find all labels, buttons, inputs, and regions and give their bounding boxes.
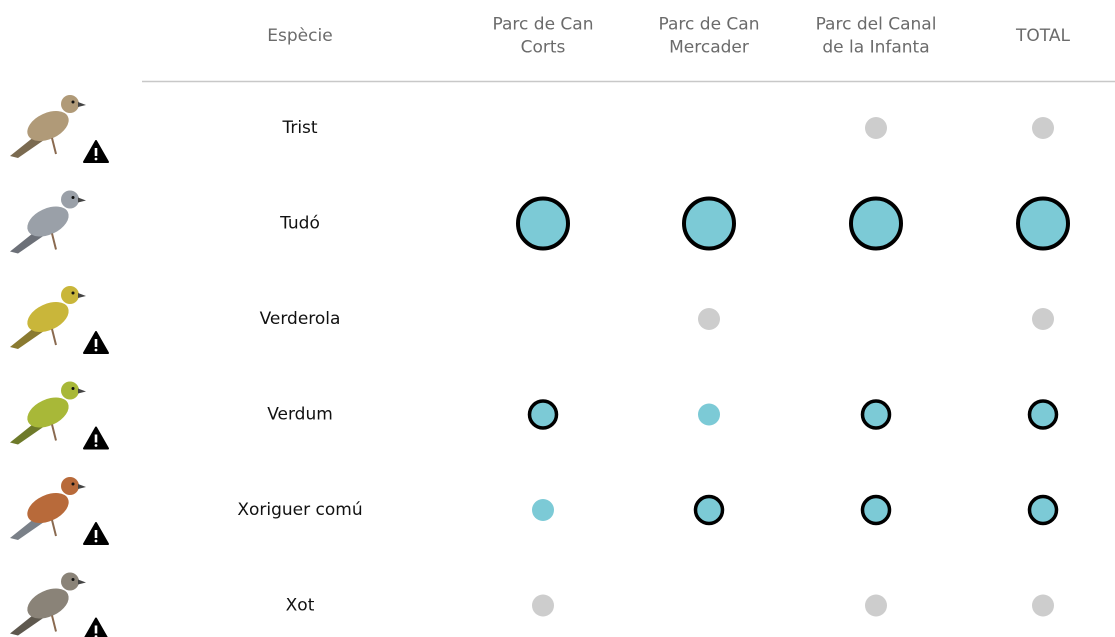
bird-eye bbox=[71, 291, 75, 295]
header-line: Corts bbox=[521, 38, 566, 58]
warning-icon bbox=[84, 617, 108, 637]
bird-beak bbox=[78, 293, 86, 298]
warning-icon bbox=[83, 140, 109, 163]
bird-eye bbox=[71, 482, 75, 486]
bird-eye bbox=[71, 196, 75, 199]
bird-eye bbox=[71, 387, 75, 390]
header-line: Parc del Canal bbox=[816, 15, 937, 35]
bird-image bbox=[10, 286, 86, 349]
warning-dot bbox=[94, 348, 98, 352]
bird-eye bbox=[71, 100, 75, 104]
bird-body bbox=[27, 492, 69, 524]
species-name: Trist bbox=[281, 118, 317, 138]
bird-image bbox=[10, 190, 86, 254]
presence-dot-large bbox=[849, 196, 903, 251]
presence-dot-ringed bbox=[1027, 494, 1059, 526]
bird-image bbox=[10, 95, 86, 158]
warning-icon bbox=[83, 522, 109, 545]
presence-dot-gray bbox=[1032, 594, 1054, 617]
bird-leg bbox=[51, 137, 57, 155]
bird-leg bbox=[51, 424, 57, 441]
presence-dot-ringed bbox=[693, 494, 725, 526]
bird-head bbox=[61, 381, 79, 400]
presence-dot-ringed bbox=[527, 399, 559, 430]
presence-dot-gray bbox=[865, 594, 887, 617]
bird-leg bbox=[51, 233, 57, 250]
bird-head bbox=[61, 572, 79, 591]
bird-leg bbox=[51, 328, 57, 346]
warning-bar bbox=[94, 530, 98, 538]
species-name: Tudó bbox=[279, 214, 320, 234]
presence-dot-gray bbox=[1032, 117, 1054, 139]
warning-bar bbox=[94, 434, 98, 443]
column-header: Parc de Can Mercader bbox=[659, 15, 760, 58]
presence-dot-teal bbox=[698, 403, 720, 426]
warning-dot bbox=[94, 539, 98, 543]
bird-body bbox=[27, 206, 69, 237]
presence-dot-gray bbox=[1032, 308, 1054, 330]
bird-beak bbox=[78, 579, 86, 585]
header-line: Mercader bbox=[669, 38, 749, 58]
presence-dot-ringed bbox=[860, 399, 892, 430]
bird-body bbox=[27, 588, 69, 619]
presence-dot-teal bbox=[532, 499, 554, 521]
header-line: Parc de Can bbox=[659, 15, 760, 35]
warning-icon bbox=[83, 426, 109, 450]
species-name: Xoriguer comú bbox=[237, 500, 362, 520]
header-line: Parc de Can bbox=[493, 15, 594, 35]
species-name: Verdum bbox=[267, 405, 333, 425]
bird-image bbox=[10, 381, 86, 445]
species-name: Xot bbox=[286, 596, 315, 616]
bird-leg bbox=[51, 519, 57, 537]
warning-dot bbox=[94, 444, 98, 447]
bird-image bbox=[10, 477, 86, 540]
species-name: Verderola bbox=[260, 309, 341, 329]
bird-beak bbox=[78, 197, 86, 203]
warning-bar bbox=[94, 339, 98, 347]
column-header: Parc de Can Corts bbox=[493, 15, 594, 58]
bird-body bbox=[27, 301, 69, 333]
column-header: Espècie bbox=[267, 26, 332, 46]
presence-dot-ringed bbox=[860, 494, 892, 526]
presence-dot-large bbox=[1016, 196, 1070, 251]
presence-dot-gray bbox=[532, 594, 554, 617]
bird-head bbox=[61, 477, 79, 495]
warning-icon bbox=[83, 331, 109, 354]
bird-leg bbox=[51, 615, 57, 632]
header-line: TOTAL bbox=[1015, 26, 1070, 46]
presence-dot-large bbox=[682, 196, 736, 251]
warning-bar bbox=[94, 625, 98, 634]
bird-head bbox=[61, 190, 79, 209]
presence-dot-gray bbox=[865, 117, 887, 139]
presence-dot-gray bbox=[698, 308, 720, 330]
header-line: de la Infanta bbox=[822, 38, 929, 58]
column-header: TOTAL bbox=[1015, 26, 1070, 46]
bird-beak bbox=[78, 388, 86, 394]
bird-head bbox=[61, 286, 79, 304]
bird-body bbox=[27, 110, 69, 142]
warning-bar bbox=[94, 148, 98, 156]
header-line: Espècie bbox=[267, 26, 332, 46]
bird-beak bbox=[78, 102, 86, 107]
bird-eye bbox=[71, 578, 75, 581]
presence-dot-ringed bbox=[1027, 399, 1059, 430]
bird-image bbox=[10, 572, 86, 636]
column-header: Parc del Canal de la Infanta bbox=[816, 15, 937, 58]
bird-body bbox=[27, 397, 69, 428]
warning-dot bbox=[94, 157, 98, 161]
presence-dot-large bbox=[516, 196, 570, 251]
bird-beak bbox=[78, 484, 86, 489]
bird-head bbox=[61, 95, 79, 113]
